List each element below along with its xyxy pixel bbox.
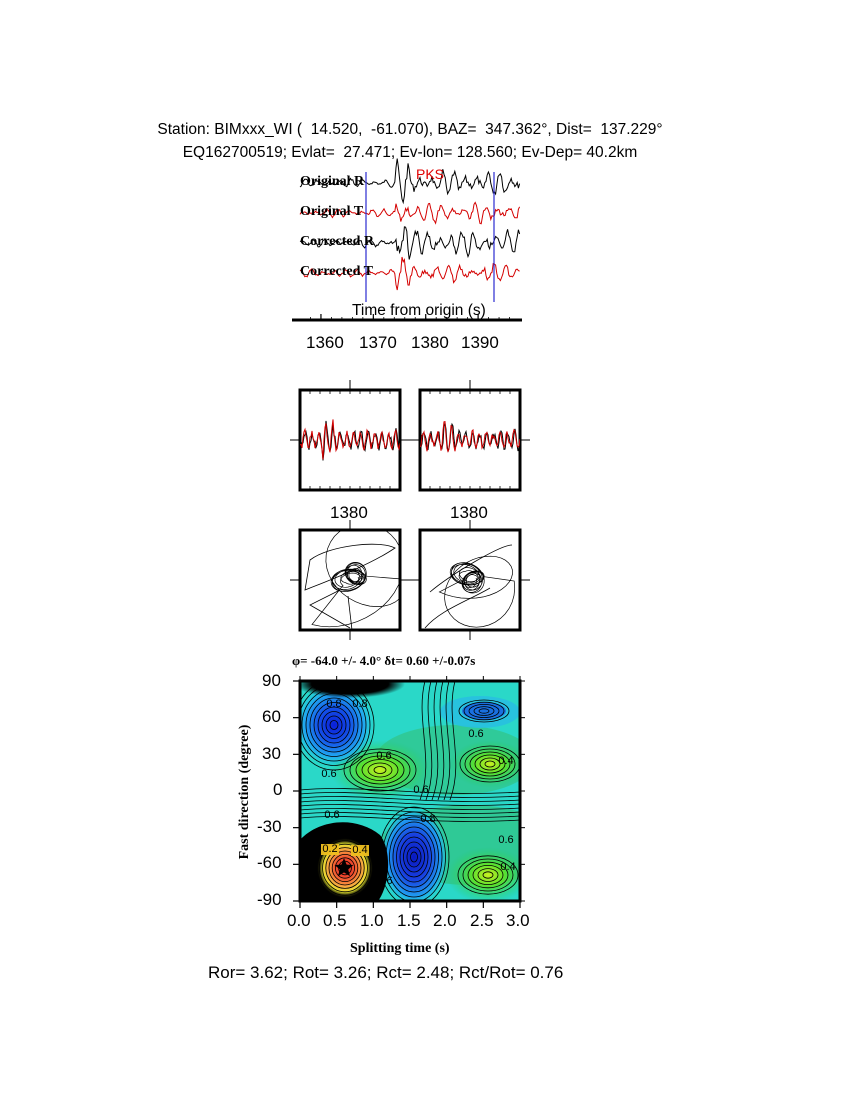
waveform-left-tick: 1380 xyxy=(330,503,368,522)
best-fit-star xyxy=(334,858,354,877)
time-tick-1390: 1390 xyxy=(461,333,499,352)
x-tick-1.5: 1.5 xyxy=(397,911,421,930)
grid-search-title: φ= -64.0 +/- 4.0° δt= 0.60 +/-0.07s xyxy=(292,653,476,668)
x-tick-0.0: 0.0 xyxy=(287,911,311,930)
grid-search-heatmap xyxy=(300,681,520,901)
y-tick-neg90: -90 xyxy=(257,890,282,909)
y-tick-60: 60 xyxy=(262,707,281,726)
trace-label-corrected-t: Corrected T xyxy=(300,264,373,279)
trace-label-original-r: Original R xyxy=(300,174,365,189)
contour-label: 0.4 xyxy=(500,861,515,873)
particle-motion-left xyxy=(304,530,400,630)
grid-search-ticks xyxy=(293,676,525,908)
contour-label: 0.6 xyxy=(468,728,483,740)
contour-label: 0.6 xyxy=(498,834,513,846)
contour-label: 0.4 xyxy=(344,827,359,839)
trace-label-corrected-r: Corrected R xyxy=(300,234,374,249)
contour-label: 0.8 xyxy=(420,813,435,825)
trace-original-t xyxy=(299,201,521,225)
x-tick-2.5: 2.5 xyxy=(470,911,494,930)
grid-search-xlabel: Splitting time (s) xyxy=(350,941,450,956)
waveform-right-tick: 1380 xyxy=(450,503,488,522)
trace-label-original-t: Original T xyxy=(300,204,364,219)
contour-label: 0.6 xyxy=(377,875,392,887)
y-tick-neg60: -60 xyxy=(257,853,282,872)
contour-label: 0.2 xyxy=(322,843,337,855)
time-axis-ticks xyxy=(310,314,510,320)
waveform-right-traces xyxy=(420,420,520,453)
waveform-left-ticks xyxy=(290,380,530,490)
ratio-summary: Ror= 3.62; Rot= 3.26; Rct= 2.48; Rct/Rot… xyxy=(208,963,564,982)
time-tick-1380: 1380 xyxy=(411,333,449,352)
waveform-panel-left xyxy=(298,388,402,492)
contour-label: 0.6 xyxy=(321,768,336,780)
x-tick-2.0: 2.0 xyxy=(433,911,457,930)
time-tick-1360: 1360 xyxy=(306,333,344,352)
phase-label: PKS xyxy=(416,166,445,182)
contour-label: 0.6 xyxy=(324,809,339,821)
time-axis-label: Time from origin (s) xyxy=(352,302,486,319)
time-tick-1370: 1370 xyxy=(359,333,397,352)
contour-label: 0.6 xyxy=(376,750,391,762)
contour-label: 0.6 xyxy=(413,784,428,796)
x-tick-3.0: 3.0 xyxy=(506,911,530,930)
y-tick-90: 90 xyxy=(262,671,281,690)
contour-label: 0.4 xyxy=(498,755,513,767)
station-info: Station: BIMxxx_WI ( 14.520, -61.070), B… xyxy=(157,121,663,138)
particle-motion-right xyxy=(424,544,516,629)
contour-label: 0.8 xyxy=(352,698,367,710)
x-tick-0.5: 0.5 xyxy=(323,911,347,930)
particle-motion-ticks xyxy=(290,520,530,640)
y-tick-neg30: -30 xyxy=(257,817,282,836)
contour-labels: 0.8 0.8 0.6 0.6 0.6 0.6 0.4 0.8 0.6 0.6 0.4 0.4 0.2 0… xyxy=(321,698,516,887)
contour-label: 0.4 xyxy=(352,844,367,856)
grid-search-ylabel: Fast direction (degree) xyxy=(237,724,252,860)
event-info: EQ162700519; Evlat= 27.471; Ev-lon= 128.… xyxy=(182,144,638,161)
trace-group xyxy=(299,158,521,291)
waveform-left-traces xyxy=(300,419,400,461)
y-tick-0: 0 xyxy=(273,780,283,799)
trace-corrected-t xyxy=(299,256,520,291)
contour-label: 0.8 xyxy=(326,698,341,710)
y-tick-30: 30 xyxy=(262,744,281,763)
x-tick-1.0: 1.0 xyxy=(360,911,384,930)
trace-corrected-r xyxy=(299,226,521,260)
trace-original-r xyxy=(299,158,521,205)
